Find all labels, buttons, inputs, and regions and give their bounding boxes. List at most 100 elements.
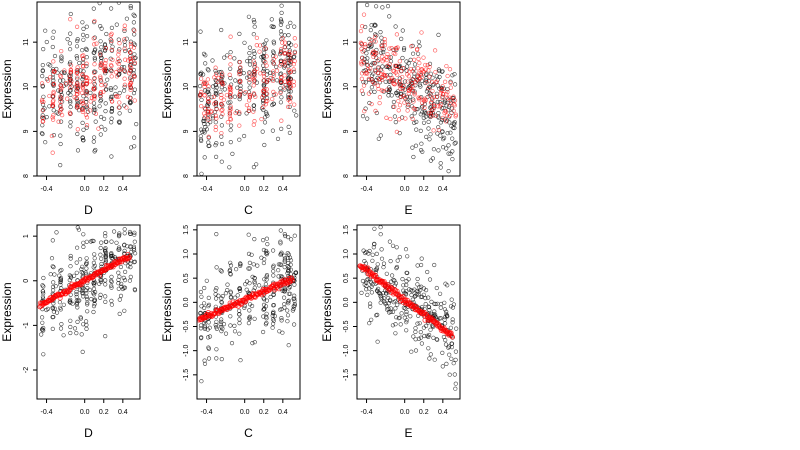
observed-point xyxy=(427,277,433,282)
observed-point xyxy=(246,321,251,326)
observed-point xyxy=(411,334,416,339)
fitted-point xyxy=(68,70,73,75)
fitted-point xyxy=(287,70,293,75)
observed-point xyxy=(436,32,441,38)
observed-point xyxy=(128,231,133,236)
observed-point xyxy=(108,85,113,91)
observed-point xyxy=(262,50,267,55)
observed-point xyxy=(421,115,426,120)
fitted-point xyxy=(442,79,448,84)
observed-point xyxy=(283,233,288,239)
observed-point xyxy=(443,321,448,326)
observed-point xyxy=(279,316,284,321)
observed-point xyxy=(369,23,374,28)
fitted-point xyxy=(410,69,416,74)
observed-point xyxy=(274,78,280,83)
observed-point xyxy=(261,82,266,88)
observed-point xyxy=(114,240,119,245)
fitted-point xyxy=(252,119,257,124)
observed-point xyxy=(122,308,127,313)
observed-point xyxy=(131,246,137,251)
observed-point xyxy=(440,117,445,123)
observed-point xyxy=(39,327,45,332)
fitted-point xyxy=(59,112,65,118)
observed-point xyxy=(198,137,204,142)
observed-point xyxy=(81,127,86,132)
data-points xyxy=(39,2,139,168)
observed-point xyxy=(58,78,63,83)
fitted-point xyxy=(292,58,297,64)
observed-point xyxy=(198,83,203,89)
fitted-point xyxy=(75,82,80,88)
observed-point xyxy=(57,305,63,310)
observed-point xyxy=(408,314,413,319)
observed-point xyxy=(443,338,448,343)
observed-point xyxy=(427,332,432,338)
fitted-point xyxy=(98,75,103,81)
fitted-point xyxy=(436,127,442,133)
fitted-point xyxy=(376,57,381,62)
observed-point xyxy=(109,87,114,92)
observed-point xyxy=(85,309,90,314)
observed-point xyxy=(117,111,122,116)
observed-point xyxy=(237,321,242,326)
observed-point xyxy=(384,291,389,296)
observed-point xyxy=(286,343,291,348)
observed-point xyxy=(108,278,114,284)
fitted-point xyxy=(271,69,276,74)
fitted-point xyxy=(51,81,56,87)
observed-point xyxy=(91,286,97,292)
fitted-point xyxy=(51,91,56,96)
observed-point xyxy=(390,323,396,328)
fitted-point xyxy=(103,46,109,51)
fitted-point xyxy=(264,63,269,68)
fitted-point xyxy=(206,117,211,123)
fitted-point xyxy=(75,103,80,108)
observed-point xyxy=(445,131,450,136)
observed-point xyxy=(238,288,243,294)
fitted-point xyxy=(287,57,293,63)
fitted-point xyxy=(52,69,57,74)
fitted-point xyxy=(412,92,417,97)
observed-point xyxy=(444,309,449,314)
observed-point xyxy=(92,35,97,40)
observed-point xyxy=(232,295,238,300)
observed-point xyxy=(237,96,242,102)
fitted-point xyxy=(426,85,431,91)
observed-point xyxy=(394,264,400,270)
fitted-point xyxy=(400,87,405,92)
observed-point xyxy=(75,38,80,44)
observed-point xyxy=(101,116,107,121)
fitted-point xyxy=(221,97,226,102)
observed-point xyxy=(381,265,386,270)
observed-point xyxy=(245,279,250,284)
observed-point xyxy=(419,341,425,346)
observed-point xyxy=(286,124,291,129)
observed-point xyxy=(276,268,281,273)
observed-point xyxy=(293,270,298,275)
observed-point xyxy=(360,113,366,119)
fitted-point xyxy=(128,44,134,49)
observed-point xyxy=(84,266,89,271)
fitted-point xyxy=(201,111,207,116)
fitted-point xyxy=(68,85,73,90)
fitted-point xyxy=(216,75,221,81)
fitted-point xyxy=(385,51,390,57)
x-tick-label: -0.4 xyxy=(41,186,53,193)
fitted-point xyxy=(423,62,428,68)
observed-point xyxy=(370,61,375,66)
observed-point xyxy=(400,277,405,282)
observed-point xyxy=(363,80,368,85)
observed-point xyxy=(205,103,210,109)
fitted-point xyxy=(422,99,427,104)
observed-point xyxy=(396,316,401,321)
x-tick-label: 0.2 xyxy=(99,409,109,416)
observed-point xyxy=(117,297,122,302)
fitted-point xyxy=(410,77,415,82)
observed-point xyxy=(271,269,276,274)
fitted-point xyxy=(287,49,292,55)
fitted-point xyxy=(416,70,422,76)
observed-point xyxy=(117,311,122,317)
fitted-point xyxy=(64,81,69,86)
fitted-point xyxy=(400,66,405,71)
